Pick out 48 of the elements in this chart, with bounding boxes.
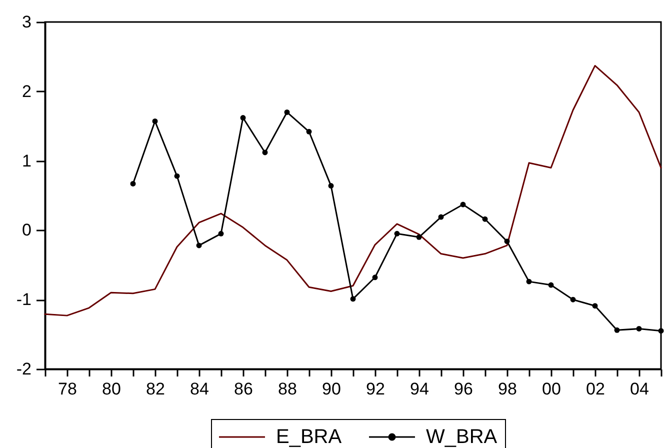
- point: [504, 238, 510, 244]
- x-tick-label: 94: [410, 380, 429, 398]
- point: [482, 216, 488, 222]
- point: [306, 128, 312, 134]
- legend-label: W_BRA: [426, 426, 498, 448]
- point: [130, 180, 136, 186]
- point: [548, 282, 554, 288]
- x-tick-label: 78: [58, 380, 77, 398]
- y-tick-label: 2: [22, 82, 32, 101]
- point: [350, 296, 356, 302]
- x-tick-label: 80: [102, 380, 121, 398]
- x-tick-label: 02: [586, 380, 605, 398]
- point: [196, 242, 202, 248]
- point: [636, 326, 642, 332]
- point: [658, 328, 664, 334]
- point: [592, 303, 598, 309]
- x-tick-label: 90: [322, 380, 341, 398]
- point: [416, 234, 422, 240]
- line-series: [44, 64, 662, 316]
- x-tick-label: 96: [454, 380, 473, 398]
- point: [218, 230, 224, 236]
- point: [372, 274, 378, 280]
- point: [438, 214, 444, 220]
- point: [328, 183, 334, 189]
- y-tick-label: 3: [22, 12, 32, 32]
- point: [460, 202, 466, 208]
- x-tick-label: 88: [278, 380, 297, 398]
- point: [174, 173, 180, 179]
- x-tick-label: 84: [190, 380, 209, 398]
- x-tick-label: 86: [234, 380, 253, 398]
- x-tick-label: 04: [630, 380, 649, 398]
- point: [394, 230, 400, 236]
- point: [526, 278, 532, 284]
- point: [284, 109, 290, 115]
- legend-label: E_BRA: [276, 426, 342, 448]
- point: [240, 115, 246, 121]
- point: [570, 296, 576, 302]
- y-tick-label: -2: [16, 360, 32, 378]
- x-tick-label: 92: [366, 380, 385, 398]
- y-tick-label: 1: [22, 151, 32, 170]
- x-tick-label: 98: [498, 380, 517, 398]
- x-tick-label: 00: [542, 380, 561, 398]
- point: [262, 150, 268, 156]
- y-tick-label: -1: [16, 290, 32, 310]
- point: [614, 327, 620, 333]
- y-tick-label: 0: [22, 220, 32, 240]
- point: [152, 118, 158, 124]
- x-tick-label: 82: [146, 380, 165, 398]
